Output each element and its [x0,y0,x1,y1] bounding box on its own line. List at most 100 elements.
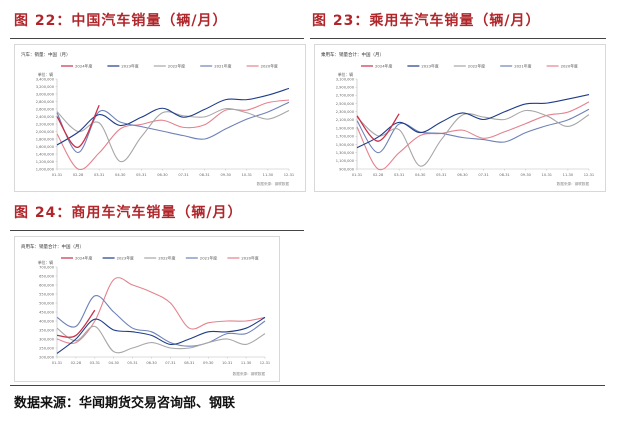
chart-22-legend-label-3: 2021年度 [214,64,231,69]
figure-22-title: 图 22：中国汽车销量（辆/月） [14,13,228,29]
chart-22-ytick-label-8: 2,600,000 [36,107,55,111]
chart-23-chart-title: 乘用车：销量合计：中国（月） [321,51,384,58]
chart-22-xtick-label-9: 10-31 [242,173,252,177]
chart-23-ytick-label-4: 1,700,000 [336,135,355,139]
chart-23-series-line-2 [356,109,590,167]
figure-23-title: 图 23：乘用车汽车销量（辆/月） [312,13,541,29]
chart-22-ytick-label-9: 2,800,000 [36,100,55,104]
chart-22-y-unit: 单位：辆 [38,72,53,77]
chart-24-panel: 商用车：销量合计：中国（月） 2024年度 2023年度 2022年度 2021年度 20… [14,236,280,382]
chart-24-ytick-label-6: 500,000 [39,301,55,305]
chart-23-xtick-label-9: 10-31 [542,173,552,177]
chart-24-ytick-label-9: 650,000 [39,274,55,278]
chart-23-xtick-label-0: 01-31 [352,173,362,177]
chart-23-legend-label-3: 2021年度 [514,64,531,69]
chart-23-legend-label-0: 2024年度 [375,64,392,69]
chart-23-ytick-label-3: 1,500,000 [336,143,355,147]
chart-24-series-line-3 [56,295,266,347]
chart-24-ytick-label-7: 550,000 [39,292,55,296]
chart-23-legend-label-4: 2020年度 [561,64,578,69]
chart-24-chart-title: 商用车：销量合计：中国（月） [21,243,84,250]
chart-22-ytick-label-7: 2,400,000 [36,115,55,119]
chart-23-panel: 乘用车：销量合计：中国（月） 2024年度 2023年度 2022年度 2021年度 20… [314,44,606,192]
chart-23-ytick-label-0: 900,000 [339,167,355,171]
chart-22-xtick-label-10: 11-30 [263,173,274,177]
chart-23-xtick-label-6: 07-31 [478,173,488,177]
chart-24-xtick-label-6: 07-31 [165,361,175,365]
chart-22-legend-label-0: 2024年度 [75,64,92,69]
chart-23-series-line-0 [356,113,400,142]
chart-23-series-line-4 [356,101,590,171]
chart-24-legend-label-2: 2022年度 [158,256,175,261]
chart-23-legend-label-2: 2022年度 [468,64,485,69]
chart-24-ytick-label-8: 600,000 [39,283,55,287]
chart-23-source-note: 数据来源：钢联数据 [557,181,590,186]
figure-22-top-rule [10,38,304,39]
chart-23-legend-label-1: 2023年度 [421,64,438,69]
chart-24-y-unit: 单位：辆 [38,260,53,265]
chart-22-xtick-label-4: 05-31 [136,173,146,177]
chart-24-source-note: 数据来源：钢联数据 [233,371,266,376]
chart-22-ytick-label-0: 1,000,000 [36,167,55,171]
chart-23-xtick-label-7: 08-31 [499,173,509,177]
chart-22-legend-label-4: 2020年度 [261,64,278,69]
chart-24-xtick-label-11: 12-31 [260,361,270,365]
chart-23-xtick-label-5: 06-30 [457,173,468,177]
chart-23-ytick-label-8: 2,500,000 [336,102,355,106]
chart-24-ytick-label-10: 700,000 [39,265,55,269]
chart-23-xtick-label-4: 05-31 [436,173,446,177]
chart-24-xtick-label-8: 09-30 [203,361,214,365]
chart-23-xtick-label-2: 03-31 [394,173,404,177]
chart-24-xtick-label-4: 05-31 [127,361,137,365]
chart-22-xtick-label-6: 07-31 [178,173,188,177]
chart-22-chart-title: 汽车：销量：中国（月） [21,51,71,58]
chart-24-xtick-label-7: 08-31 [184,361,194,365]
chart-22-xtick-label-2: 03-31 [94,173,104,177]
chart-22-source-note: 数据来源：钢联数据 [257,181,290,186]
chart-22-xtick-label-5: 06-30 [157,173,168,177]
chart-23-xtick-label-11: 12-31 [584,173,594,177]
chart-22-ytick-label-5: 2,000,000 [36,130,55,134]
chart-23-ytick-label-2: 1,300,000 [336,151,355,155]
chart-23-ytick-label-10: 2,900,000 [336,85,355,89]
chart-22-ytick-label-10: 3,000,000 [36,92,55,96]
chart-24-xtick-label-3: 04-30 [109,361,120,365]
chart-24-svg: 商用车：销量合计：中国（月） 2024年度 2023年度 2022年度 2021年度 20… [21,243,270,376]
chart-22-xtick-label-7: 08-31 [199,173,209,177]
chart-22-series-line-1 [56,87,290,146]
chart-24-legend-label-0: 2024年度 [75,256,92,261]
chart-24-ytick-label-5: 450,000 [39,310,55,314]
chart-24-ytick-label-3: 350,000 [39,328,55,332]
chart-23-svg: 乘用车：销量合计：中国（月） 2024年度 2023年度 2022年度 2021年度 20… [321,51,594,186]
chart-24-xtick-label-9: 10-31 [222,361,232,365]
chart-24-ytick-label-1: 250,000 [39,346,55,350]
chart-23-ytick-label-1: 1,100,000 [336,159,355,163]
chart-22-xtick-label-11: 12-31 [284,173,294,177]
chart-23-series-line-3 [356,108,590,154]
chart-22-ytick-label-12: 3,400,000 [36,77,55,81]
figure-23-top-rule [310,38,606,39]
data-source: 数据来源：华闻期货交易咨询部、钢联 [14,396,236,411]
chart-22-xtick-label-1: 02-28 [73,173,84,177]
chart-24-series-line-0 [56,309,96,338]
chart-22-ytick-label-4: 1,800,000 [36,137,55,141]
figure-24-top-rule [10,230,304,231]
chart-24-ytick-label-0: 200,000 [39,355,55,359]
chart-22-xtick-label-3: 04-30 [115,173,126,177]
chart-22-ytick-label-3: 1,600,000 [36,145,55,149]
chart-24-xtick-label-10: 11-30 [241,361,252,365]
chart-23-series-line-1 [356,94,590,149]
chart-22-svg: 汽车：销量：中国（月） 2024年度 2023年度 2022年度 2021年度 2020年… [21,51,294,186]
chart-24-legend-label-1: 2023年度 [117,256,134,261]
chart-24-xtick-label-0: 01-31 [52,361,62,365]
chart-22-legend-label-1: 2023年度 [121,64,138,69]
chart-24-series-line-1 [56,316,266,354]
chart-23-ytick-label-5: 1,900,000 [336,126,355,130]
chart-24-legend-label-3: 2021年度 [200,256,217,261]
figure-24-title: 图 24：商用车汽车销量（辆/月） [14,205,243,221]
chart-23-ytick-label-9: 2,700,000 [336,94,355,98]
chart-24-series-line-4 [56,277,266,344]
chart-23-ytick-label-7: 2,300,000 [336,110,355,114]
chart-23-xtick-label-8: 09-30 [521,173,532,177]
chart-22-series-line-4 [56,99,290,171]
